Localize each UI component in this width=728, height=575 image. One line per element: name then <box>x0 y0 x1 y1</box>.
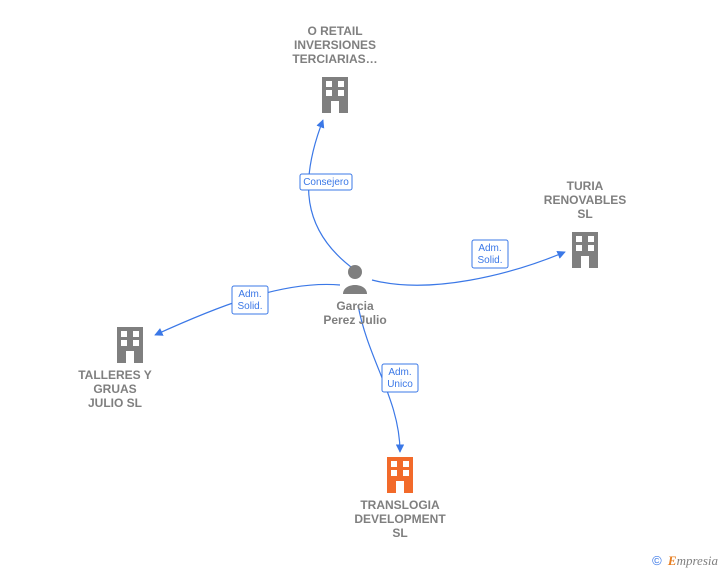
node-translogia[interactable]: TRANSLOGIA DEVELOPMENT SL <box>354 457 446 540</box>
node-person-center[interactable]: Garcia Perez Julio <box>323 265 386 327</box>
edge-label: Consejero <box>303 177 349 188</box>
node-label: TERCIARIAS… <box>292 52 377 66</box>
node-label: SL <box>577 207 592 221</box>
watermark: © Empresia <box>652 553 718 569</box>
node-label: GRUAS <box>93 382 136 396</box>
node-oretail[interactable]: O RETAIL INVERSIONES TERCIARIAS… <box>292 24 377 113</box>
node-talleres[interactable]: TALLERES Y GRUAS JULIO SL <box>78 327 152 410</box>
building-icon <box>117 327 143 363</box>
edge-label: Adm. <box>388 367 411 378</box>
brand-first-letter: E <box>668 553 677 568</box>
node-label: INVERSIONES <box>294 38 376 52</box>
edge-consejero: Consejero <box>300 120 355 270</box>
node-turia[interactable]: TURIA RENOVABLES SL <box>544 179 626 268</box>
edge-turia: Adm. Solid. <box>372 240 565 285</box>
node-label: JULIO SL <box>88 396 142 410</box>
building-icon <box>322 77 348 113</box>
node-label: TURIA <box>567 179 604 193</box>
edge-translogia: Adm. Unico <box>358 305 418 452</box>
edge-label: Solid. <box>237 301 262 312</box>
node-label: SL <box>392 526 407 540</box>
edge-label: Adm. <box>478 243 501 254</box>
network-diagram: Consejero Adm. Solid. Adm. Unico Adm. So… <box>0 0 728 575</box>
edge-label: Unico <box>387 379 413 390</box>
node-label: Garcia <box>336 299 374 313</box>
building-icon <box>572 232 598 268</box>
node-label: RENOVABLES <box>544 193 626 207</box>
building-icon <box>387 457 413 493</box>
node-label: TRANSLOGIA <box>360 498 440 512</box>
edge-label: Solid. <box>477 255 502 266</box>
node-label: O RETAIL <box>307 24 362 38</box>
edge-talleres: Adm. Solid. <box>155 284 340 335</box>
node-label: DEVELOPMENT <box>354 512 446 526</box>
node-label: TALLERES Y <box>78 368 152 382</box>
brand-rest: mpresia <box>677 553 718 568</box>
edge-label: Adm. <box>238 289 261 300</box>
person-icon <box>343 265 367 294</box>
copyright-symbol: © <box>652 553 662 568</box>
node-label: Perez Julio <box>323 313 386 327</box>
